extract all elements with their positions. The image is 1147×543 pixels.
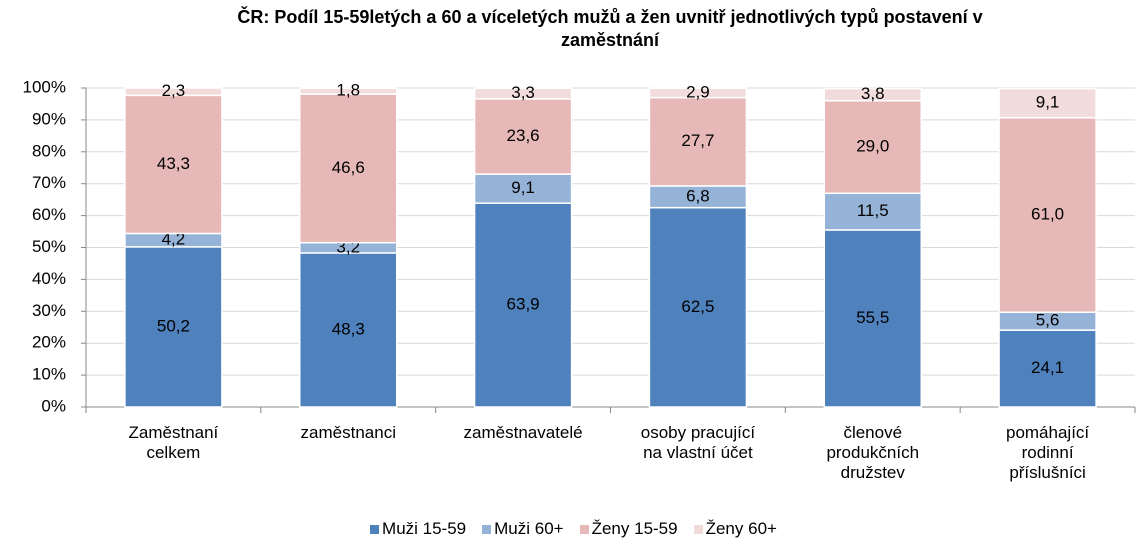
legend-label: Muži 15-59	[382, 519, 467, 538]
bar-segment	[648, 87, 748, 99]
y-tick-label: 30%	[32, 301, 66, 320]
bar-segment	[998, 87, 1097, 119]
data-label: 46,6	[332, 158, 365, 177]
legend-label: Ženy 15-59	[591, 519, 678, 538]
legend-swatch	[482, 525, 492, 534]
x-tick-label: Zaměstnaní celkem	[128, 423, 219, 462]
legend-item: Ženy 60+	[693, 519, 777, 539]
legend-swatch	[370, 525, 380, 534]
data-label: 55,5	[856, 308, 889, 327]
x-tick-label: zaměstnanci	[300, 423, 396, 442]
bar-segment	[648, 96, 748, 187]
y-tick-label: 100%	[23, 77, 66, 96]
bar-segment	[473, 98, 573, 175]
bar-segment	[823, 87, 922, 102]
legend-swatch	[693, 525, 703, 534]
y-tick-label: 20%	[32, 333, 66, 352]
y-tick-label: 70%	[32, 173, 66, 192]
data-label: 9,1	[511, 178, 535, 197]
y-tick-label: 10%	[32, 365, 66, 384]
legend: Muži 15-59 Muži 60+ Ženy 15-59 Ženy 60+	[0, 519, 1147, 539]
bar-segment	[124, 94, 223, 235]
data-label: 29,0	[856, 136, 889, 155]
bar-segment	[648, 206, 748, 408]
legend-label: Ženy 60+	[705, 519, 777, 538]
y-tick-label: 80%	[32, 141, 66, 160]
data-label: 48,3	[332, 319, 365, 338]
legend-item: Muži 60+	[482, 519, 564, 539]
legend-item: Muži 15-59	[370, 519, 466, 539]
bar-segment	[473, 173, 573, 204]
data-label: 61,0	[1031, 204, 1064, 223]
x-tick-label: pomáhající rodinní příslušníci	[1005, 423, 1090, 482]
data-label: 43,3	[157, 154, 190, 173]
data-label: 4,2	[162, 230, 186, 249]
x-tick-label: osoby pracující na vlastní účet	[640, 423, 756, 462]
data-label: 63,9	[507, 295, 540, 314]
y-tick-label: 90%	[32, 109, 66, 128]
data-label: 50,2	[157, 316, 190, 335]
bar-segment	[299, 252, 398, 408]
data-label: 1,8	[336, 81, 360, 100]
legend-swatch	[579, 525, 589, 534]
bar-segment	[299, 93, 398, 244]
y-tick-label: 0%	[41, 396, 66, 415]
bar-segment	[473, 87, 573, 100]
bar-segment	[998, 329, 1097, 408]
legend-item: Ženy 15-59	[579, 519, 678, 539]
x-tick-label: zaměstnavatelé	[463, 423, 583, 442]
chart-title: ČR: Podíl 15-59letých a 60 a víceletých …	[237, 7, 983, 50]
bar-segment	[124, 87, 223, 97]
bar-segment	[998, 116, 1097, 314]
data-label: 3,8	[861, 84, 885, 103]
y-tick-label: 40%	[32, 269, 66, 288]
data-label: 27,7	[681, 131, 714, 150]
bar-segment	[124, 246, 223, 408]
data-label: 5,6	[1036, 311, 1060, 330]
legend-label: Muži 60+	[494, 519, 564, 538]
data-label: 9,1	[1036, 93, 1060, 112]
bar-segment	[299, 87, 398, 95]
data-label: 2,3	[162, 81, 186, 100]
y-tick-label: 60%	[32, 205, 66, 224]
y-tick-label: 50%	[32, 237, 66, 256]
x-tick-label: členové produkčních družstev	[826, 423, 920, 482]
data-label: 62,5	[681, 297, 714, 316]
data-label: 24,1	[1031, 358, 1064, 377]
bar-segment	[823, 229, 922, 408]
data-label: 11,5	[857, 201, 889, 220]
bar-segment	[823, 192, 922, 231]
data-label: 23,6	[507, 126, 540, 145]
data-label: 2,9	[686, 82, 710, 101]
data-label: 6,8	[686, 186, 710, 205]
data-label: 3,3	[511, 83, 535, 102]
